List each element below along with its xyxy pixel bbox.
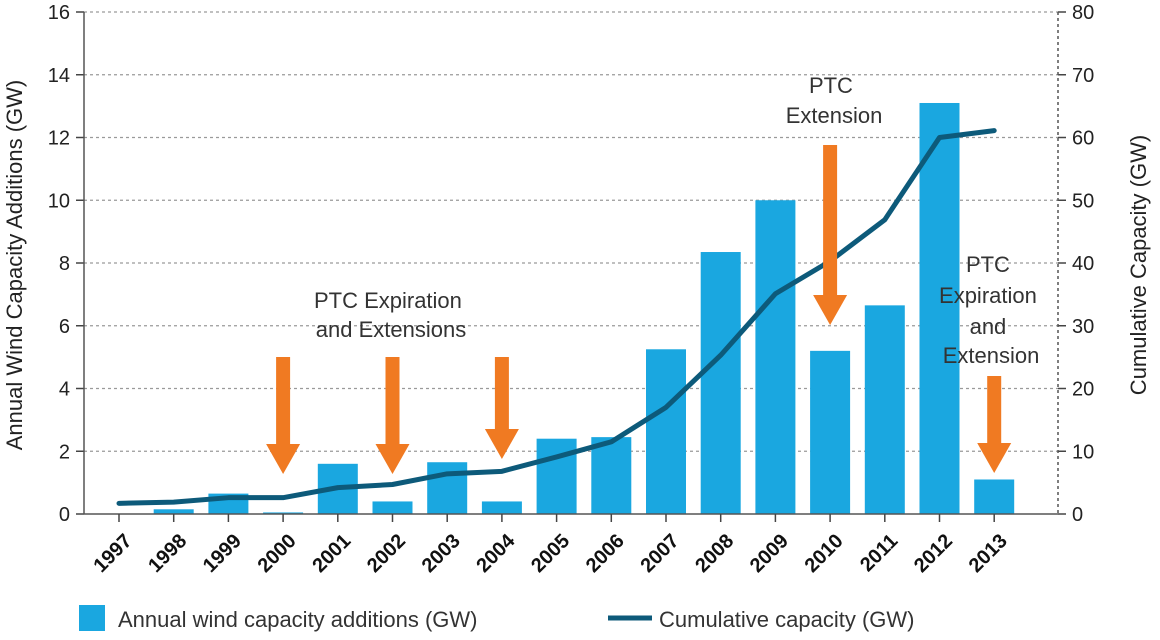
annotation-arrows — [266, 145, 1012, 474]
bar-2008 — [700, 252, 741, 515]
annotation-arrow-2000 — [266, 357, 301, 474]
y-right-tick-label: 70 — [1072, 65, 1094, 87]
bar-2004 — [481, 501, 522, 514]
annotation-line: and — [970, 314, 1007, 339]
legend: Annual wind capacity additions (GW) Cumu… — [79, 605, 915, 632]
x-tick-label: 2003 — [418, 530, 465, 577]
y-left-tick-label: 10 — [48, 190, 70, 212]
annotation-line: and Extensions — [316, 317, 466, 342]
x-tick-label: 2009 — [746, 530, 793, 577]
annotation-arrow-2013 — [977, 376, 1012, 473]
x-tick-label: 2011 — [856, 530, 902, 576]
y-right-tick-label: 50 — [1072, 190, 1094, 212]
bar-2013 — [974, 479, 1015, 514]
legend-label-annual: Annual wind capacity additions (GW) — [118, 607, 478, 632]
x-tick-label: 2010 — [801, 530, 848, 577]
x-tick-label: 1998 — [144, 530, 191, 577]
annotation-ptc-expiration-and-extensions: PTC Expiration and Extensions — [314, 288, 468, 342]
annotation-arrow-2010 — [813, 145, 848, 325]
annotation-arrow-2002 — [375, 357, 410, 474]
annotation-ptc-extension: PTC Extension — [786, 73, 883, 128]
x-tick-label: 2002 — [363, 530, 410, 577]
x-tick-label: 2006 — [582, 530, 629, 577]
y-right-tick-label: 20 — [1072, 379, 1094, 401]
x-tick-label: 2008 — [691, 530, 738, 577]
x-tick-label: 1997 — [90, 530, 137, 577]
bar-2007 — [646, 349, 686, 514]
annotation-line: PTC — [809, 73, 853, 98]
x-tick-label: 2007 — [637, 530, 684, 577]
bar-2006 — [591, 437, 632, 514]
y-right-tick-label: 60 — [1072, 128, 1094, 150]
y-right-tick-label: 10 — [1072, 441, 1094, 463]
y-left-tick-label: 12 — [48, 128, 70, 150]
y-left-axis-title: Annual Wind Capacity Additions (GW) — [2, 80, 27, 451]
y-right-tick-label: 80 — [1072, 2, 1094, 24]
bar-2003 — [427, 462, 468, 514]
y-left-tick-label: 14 — [48, 65, 70, 87]
legend-swatch-bar — [79, 605, 105, 631]
y-left-tick-label: 6 — [59, 316, 70, 338]
annotation-line: Extension — [943, 343, 1040, 368]
x-tick-label: 2012 — [910, 530, 957, 577]
y-left-tick-label: 16 — [48, 2, 70, 24]
y-right-tick-label: 30 — [1072, 316, 1094, 338]
x-tick-label: 2004 — [472, 529, 520, 577]
bar-2011 — [864, 305, 905, 514]
x-tick-label: 2013 — [965, 530, 1012, 577]
y-right-tick-label: 0 — [1072, 504, 1083, 526]
annotation-line: PTC — [966, 252, 1010, 277]
annotation-line: PTC Expiration — [314, 288, 462, 313]
bar-2010 — [810, 350, 851, 514]
x-tick-label: 1999 — [199, 530, 246, 577]
bars — [153, 102, 1015, 515]
x-tick-label: 2001 — [308, 530, 355, 577]
y-left-tick-label: 4 — [59, 379, 70, 401]
bar-1998 — [153, 509, 194, 514]
bar-2012 — [919, 102, 960, 515]
y-right-tick-label: 40 — [1072, 253, 1094, 275]
annotation-arrow-2004 — [484, 357, 519, 459]
x-tick-label: 2005 — [527, 530, 574, 577]
annotation-line: Extension — [786, 103, 883, 128]
bar-2002 — [372, 501, 413, 514]
grid-lines — [84, 11, 1058, 452]
y-right-axis-title: Cumulative Capacity (GW) — [1126, 135, 1151, 395]
legend-label-cumulative: Cumulative capacity (GW) — [659, 607, 915, 632]
x-tick-label: 2000 — [254, 530, 301, 577]
annotation-line: Expiration — [939, 283, 1037, 308]
y-left-tick-label: 2 — [59, 441, 70, 463]
annotation-ptc-expiration-and-extension: PTC Expiration and Extension — [939, 252, 1043, 368]
y-left-tick-label: 0 — [59, 504, 70, 526]
bar-2005 — [536, 438, 577, 514]
y-left-tick-label: 8 — [59, 253, 70, 275]
bar-2009 — [755, 200, 796, 514]
bar-2000 — [263, 512, 304, 514]
